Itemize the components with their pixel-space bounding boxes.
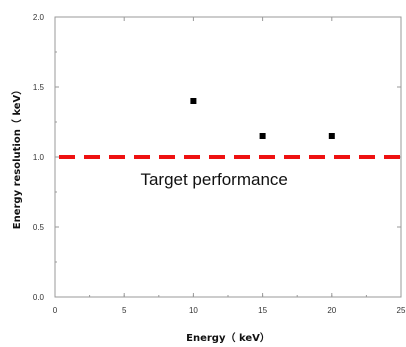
y-tick-label: 1.0 xyxy=(33,153,45,162)
y-axis-title: Energy resolution（ keV） xyxy=(10,85,23,230)
y-tick-label: 2.0 xyxy=(33,13,45,22)
data-point xyxy=(328,133,335,139)
x-axis-title: Energy（ keV） xyxy=(186,331,270,344)
data-point xyxy=(190,98,197,104)
x-tick-label: 0 xyxy=(53,306,58,315)
x-tick-label: 15 xyxy=(258,306,267,315)
y-tick-label: 0.0 xyxy=(33,293,45,302)
y-tick-label: 0.5 xyxy=(33,223,45,232)
data-points xyxy=(190,98,335,139)
x-tick-label: 25 xyxy=(397,306,406,315)
data-point xyxy=(259,133,266,139)
y-tick-label: 1.5 xyxy=(33,83,45,92)
x-tick-label: 10 xyxy=(189,306,198,315)
x-tick-label: 5 xyxy=(122,306,127,315)
x-tick-label: 20 xyxy=(327,306,336,315)
chart-text: Energy（ keV） Energy resolution（ keV） Tar… xyxy=(10,85,288,344)
reference-line-label: Target performance xyxy=(140,170,287,189)
axes: 0 5 10 15 20 25 0.0 0.5 1.0 1.5 2.0 xyxy=(33,13,406,315)
